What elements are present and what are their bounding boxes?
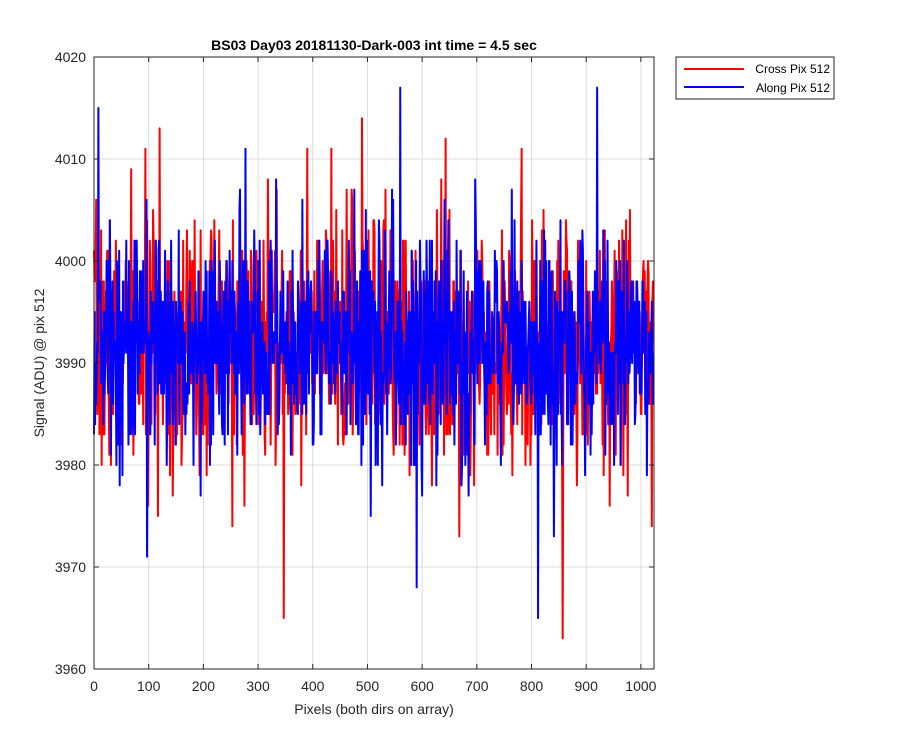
y-tick-label: 4010 [55, 151, 86, 167]
x-tick-label: 1000 [625, 678, 656, 694]
axis-ticks: 0 100 200 300 400 500 600 700 800 900 1000 3960 3970… [55, 49, 657, 694]
legend-label-along: Along Pix 512 [756, 81, 830, 95]
x-tick-label: 100 [137, 678, 161, 694]
chart-title: BS03 Day03 20181130-Dark-003 int time = … [211, 37, 537, 53]
x-tick-label: 600 [410, 678, 434, 694]
x-tick-label: 700 [465, 678, 489, 694]
x-tick-label: 500 [356, 678, 380, 694]
y-tick-label: 4000 [55, 253, 86, 269]
legend: Cross Pix 512 Along Pix 512 [675, 56, 835, 100]
x-tick-label: 200 [192, 678, 216, 694]
y-tick-label: 3970 [55, 559, 86, 575]
legend-box [675, 56, 835, 100]
y-tick-label: 3990 [55, 355, 86, 371]
y-tick-label: 3960 [55, 661, 86, 677]
x-tick-label: 800 [520, 678, 544, 694]
x-tick-label: 300 [246, 678, 270, 694]
series-layer [93, 86, 655, 640]
legend-label-cross: Cross Pix 512 [755, 62, 830, 76]
y-axis-title: Signal (ADU) @ pix 512 [31, 288, 47, 437]
y-tick-label: 4020 [55, 49, 86, 65]
x-axis-title: Pixels (both dirs on array) [294, 701, 454, 717]
x-tick-label: 900 [575, 678, 599, 694]
y-tick-label: 3980 [55, 457, 86, 473]
x-tick-label: 400 [301, 678, 325, 694]
x-tick-label: 0 [90, 678, 98, 694]
series-line-along [93, 86, 655, 619]
